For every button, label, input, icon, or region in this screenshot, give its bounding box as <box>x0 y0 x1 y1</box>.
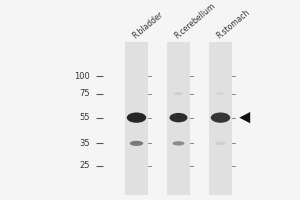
Ellipse shape <box>215 142 226 145</box>
Text: R.stomach: R.stomach <box>215 8 251 40</box>
Bar <box>209 42 232 195</box>
Text: 55: 55 <box>80 113 90 122</box>
Ellipse shape <box>169 113 188 122</box>
Bar <box>125 42 148 195</box>
Text: 25: 25 <box>80 161 90 170</box>
Ellipse shape <box>127 112 146 123</box>
Text: 100: 100 <box>74 72 90 81</box>
Bar <box>167 42 190 195</box>
Ellipse shape <box>172 141 184 146</box>
Text: R.cerebellum: R.cerebellum <box>173 1 217 40</box>
Text: R.bladder: R.bladder <box>131 10 165 40</box>
Ellipse shape <box>211 112 230 123</box>
Text: 75: 75 <box>80 89 90 98</box>
Ellipse shape <box>174 92 183 95</box>
Ellipse shape <box>217 93 224 95</box>
Text: 35: 35 <box>80 139 90 148</box>
Ellipse shape <box>130 141 143 146</box>
Polygon shape <box>239 112 250 123</box>
